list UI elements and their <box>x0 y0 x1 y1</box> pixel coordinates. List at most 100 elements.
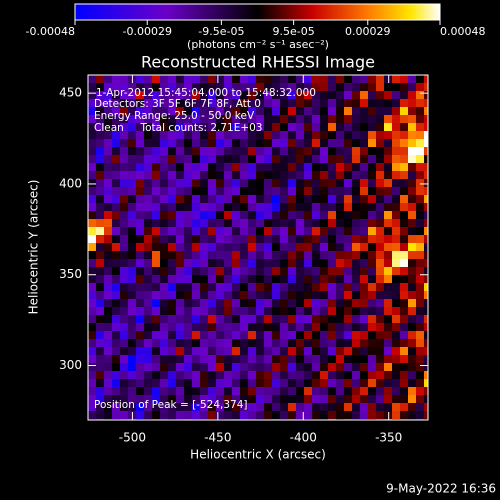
image-pixel <box>336 347 345 356</box>
image-pixel <box>216 395 225 404</box>
image-pixel <box>416 115 425 124</box>
image-pixel <box>408 131 417 140</box>
image-pixel <box>152 187 161 196</box>
image-pixel <box>320 347 329 356</box>
image-pixel <box>224 387 233 396</box>
image-pixel <box>360 331 369 340</box>
image-pixel <box>224 83 233 92</box>
image-pixel <box>352 203 361 212</box>
image-pixel <box>336 267 345 276</box>
image-pixel <box>224 267 233 276</box>
image-pixel <box>360 163 369 172</box>
image-pixel <box>392 291 401 300</box>
image-pixel <box>360 267 369 276</box>
image-pixel <box>248 219 257 228</box>
image-pixel <box>232 387 241 396</box>
image-pixel <box>112 219 121 228</box>
image-pixel <box>88 131 97 140</box>
image-pixel <box>264 91 273 100</box>
image-pixel <box>160 195 169 204</box>
image-pixel <box>136 243 145 252</box>
image-pixel <box>120 235 129 244</box>
image-pixel <box>208 339 217 348</box>
image-pixel <box>120 395 129 404</box>
image-pixel <box>168 387 177 396</box>
image-pixel <box>424 163 428 172</box>
image-pixel <box>128 307 137 316</box>
image-pixel <box>240 347 249 356</box>
image-pixel <box>320 107 329 116</box>
image-pixel <box>104 283 113 292</box>
image-pixel <box>384 275 393 284</box>
image-pixel <box>184 355 193 364</box>
image-pixel <box>120 227 129 236</box>
image-pixel <box>400 371 409 380</box>
image-pixel <box>288 179 297 188</box>
image-pixel <box>224 187 233 196</box>
image-pixel <box>160 371 169 380</box>
image-pixel <box>160 243 169 252</box>
image-pixel <box>160 331 169 340</box>
image-pixel <box>152 131 161 140</box>
image-pixel <box>384 179 393 188</box>
image-pixel <box>96 131 105 140</box>
image-pixel <box>304 83 313 92</box>
image-pixel <box>360 275 369 284</box>
image-pixel <box>184 123 193 132</box>
image-pixel <box>336 123 345 132</box>
image-pixel <box>216 99 225 108</box>
image-pixel <box>152 395 161 404</box>
image-pixel <box>312 275 321 284</box>
image-pixel <box>240 315 249 324</box>
image-pixel <box>240 243 249 252</box>
image-pixel <box>328 219 337 228</box>
image-pixel <box>352 283 361 292</box>
image-pixel <box>168 219 177 228</box>
image-pixel <box>272 267 281 276</box>
image-pixel <box>200 187 209 196</box>
image-pixel <box>168 363 177 372</box>
image-pixel <box>136 323 145 332</box>
image-pixel <box>112 99 121 108</box>
image-pixel <box>256 275 265 284</box>
image-pixel <box>312 387 321 396</box>
image-pixel <box>232 267 241 276</box>
image-pixel <box>320 355 329 364</box>
image-pixel <box>192 347 201 356</box>
image-pixel <box>216 219 225 228</box>
image-pixel <box>264 155 273 164</box>
image-pixel <box>136 99 145 108</box>
image-pixel <box>168 411 177 420</box>
image-pixel <box>312 323 321 332</box>
image-pixel <box>136 179 145 188</box>
image-pixel <box>360 307 369 316</box>
image-pixel <box>104 395 113 404</box>
image-pixel <box>344 363 353 372</box>
image-pixel <box>288 91 297 100</box>
image-pixel <box>320 227 329 236</box>
image-pixel <box>344 211 353 220</box>
image-pixel <box>352 163 361 172</box>
image-pixel <box>248 291 257 300</box>
image-pixel <box>424 75 428 84</box>
image-pixel <box>408 171 417 180</box>
image-pixel <box>104 403 113 412</box>
image-pixel <box>184 259 193 268</box>
image-pixel <box>400 171 409 180</box>
image-pixel <box>384 123 393 132</box>
image-pixel <box>320 155 329 164</box>
image-pixel <box>160 259 169 268</box>
image-pixel <box>248 339 257 348</box>
image-pixel <box>168 123 177 132</box>
image-pixel <box>256 339 265 348</box>
image-pixel <box>120 99 129 108</box>
image-pixel <box>424 147 428 156</box>
image-pixel <box>376 283 385 292</box>
image-pixel <box>288 299 297 308</box>
image-pixel <box>216 211 225 220</box>
image-pixel <box>320 99 329 108</box>
image-pixel <box>88 291 97 300</box>
image-pixel <box>88 307 97 316</box>
image-pixel <box>160 347 169 356</box>
image-pixel <box>264 371 273 380</box>
